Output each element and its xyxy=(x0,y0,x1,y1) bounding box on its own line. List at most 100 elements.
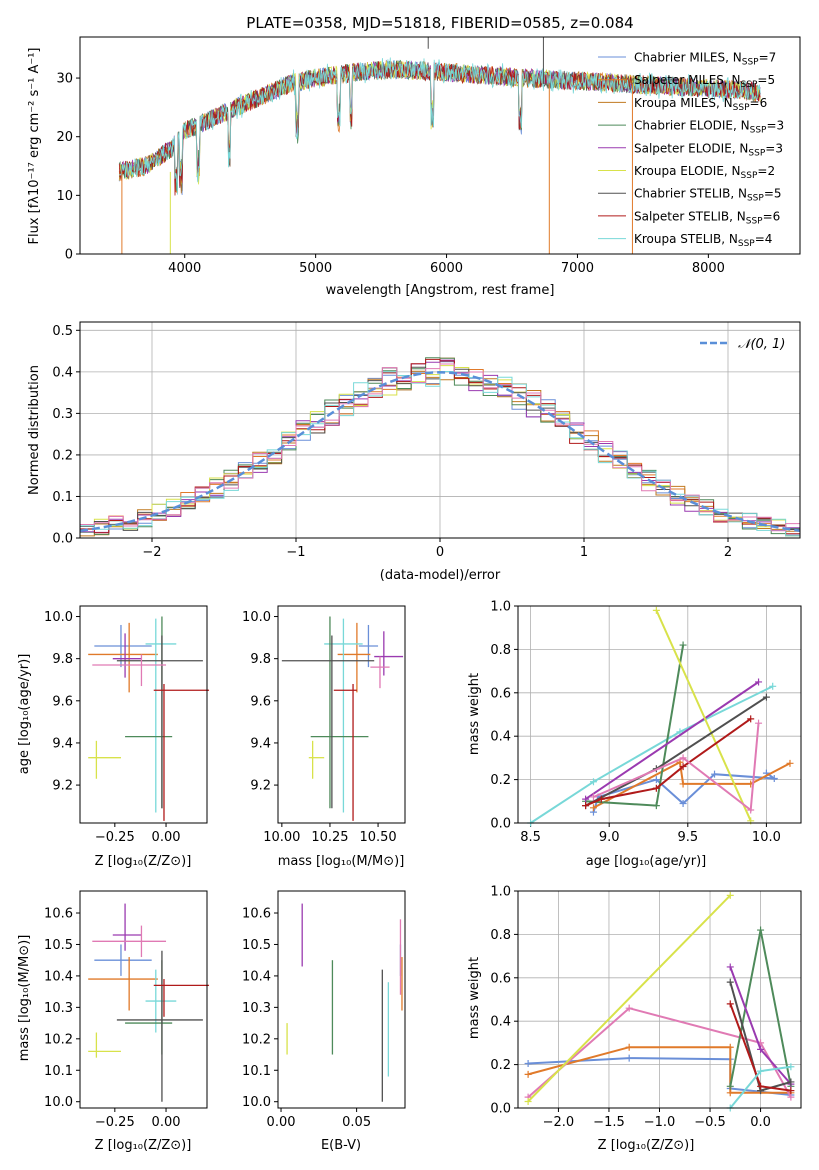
mass-vs-ebv-tick-label-y: 10.5 xyxy=(242,938,271,953)
weight-vs-z-point-marker xyxy=(726,1000,734,1008)
spectrum-panel: 4000 5000 6000 7000 8000 0 10 20 30 Chabrier MIL… xyxy=(27,36,801,298)
legend-label-sub: SSP xyxy=(750,126,767,136)
weight-vs-z-tick-label-y: 0.4 xyxy=(490,1015,511,1030)
weight-vs-age-tick-label-y: 1.0 xyxy=(490,600,511,615)
weight-vs-z-point-marker xyxy=(726,891,734,899)
weight-vs-age-axes-frame xyxy=(517,605,802,824)
legend-label-value: =2 xyxy=(757,164,775,178)
age-vs-z-tick-label-y: 9.2 xyxy=(52,779,73,794)
weight-vs-age-point-marker xyxy=(679,754,687,762)
legend-label-text: Chabrier ELODIE, N xyxy=(634,119,750,133)
weight-vs-age-point-marker xyxy=(597,795,605,803)
age-vs-metallicity-xlabel: Z [log₁₀(Z/Z⊙)] xyxy=(95,854,192,869)
weight-vs-z-point-marker xyxy=(524,1070,532,1078)
spectrum-tick-label-y: 10 xyxy=(56,189,73,204)
age-vs-mass-axes-frame xyxy=(277,605,406,824)
residual-legend-label: 𝒩(0, 1) xyxy=(738,337,785,352)
weight-vs-age-point-marker xyxy=(711,770,719,778)
age-vs-mass-tick-label-x: 10.25 xyxy=(311,830,348,845)
weight-vs-z-tick-label-x: −1.0 xyxy=(644,1115,676,1130)
weight-vs-age-point-marker xyxy=(582,802,590,810)
weight-vs-age-ylabel: mass weight xyxy=(467,673,482,755)
weight-vs-age-series-line xyxy=(655,609,752,822)
residual-plot-area: −2 −1 0 1 2 0.0 0.1 0.2 0.3 0.4 0.5 xyxy=(52,322,800,560)
age-vs-metallicity-panel: −0.25 0.00 9.2 9.4 9.6 9.8 10.0 xyxy=(44,605,210,845)
legend-label-sub: SSP xyxy=(741,171,758,181)
legend-label-value: =3 xyxy=(766,119,784,133)
mass-vs-ebv-axes-frame xyxy=(277,890,406,1109)
legend-label-sub: SSP xyxy=(741,80,758,90)
age-vs-mass-tick-label-y: 9.6 xyxy=(250,694,271,709)
spectrum-legend-label: Salpeter MILES, NSSP=5 xyxy=(634,73,775,90)
legend-label-value: =6 xyxy=(763,209,781,223)
mass-vs-metallicity-ylabel: mass [log₁₀(M/M⊙)] xyxy=(17,935,32,1062)
weight-vs-z-series-line xyxy=(527,1007,792,1098)
weight-vs-age-point-marker xyxy=(786,759,794,767)
residual-legend: 𝒩(0, 1) xyxy=(700,337,785,352)
residual-tick-label-y: 0.1 xyxy=(52,490,73,505)
residual-tick-label-x: 0 xyxy=(436,545,444,560)
weight-vs-metallicity-ylabel: mass weight xyxy=(467,957,482,1039)
spectrum-legend-label: Chabrier STELIB, NSSP=5 xyxy=(634,187,782,204)
residual-normal-curve xyxy=(80,371,800,532)
figure-title: PLATE=0358, MJD=51818, FIBERID=0585, z=0… xyxy=(246,14,633,32)
weight-vs-age-point-marker xyxy=(582,795,590,803)
spectrum-tick-label-y: 30 xyxy=(56,72,73,87)
legend-label-value: =6 xyxy=(750,96,768,110)
weight-vs-age-point-marker xyxy=(769,682,777,690)
weight-vs-z-point-marker xyxy=(726,963,734,971)
weight-vs-z-point-marker xyxy=(625,1054,633,1062)
mass-vs-z-tick-label-y: 10.3 xyxy=(44,1001,73,1016)
legend-label-text: Kroupa STELIB, N xyxy=(634,232,738,246)
weight-vs-z-point-marker xyxy=(524,1097,532,1105)
weight-vs-age-point-marker xyxy=(589,804,597,812)
weight-vs-age-point-marker xyxy=(589,778,597,786)
mass-vs-z-tick-label-y: 10.6 xyxy=(44,907,73,922)
weight-vs-age-tick-label-y: 0.6 xyxy=(490,686,511,701)
weight-vs-age-point-marker xyxy=(755,678,763,686)
weight-vs-age-series-line xyxy=(530,685,774,824)
spectrum-tick-label-x: 8000 xyxy=(692,261,725,276)
weight-vs-age-point-marker xyxy=(770,775,778,783)
weight-vs-age-tick-label-y: 0.8 xyxy=(490,643,511,658)
weight-vs-age-series-line xyxy=(585,644,685,807)
residual-tick-label-y: 0.3 xyxy=(52,407,73,422)
legend-label-value: =5 xyxy=(764,187,782,201)
residual-tick-label-x: 2 xyxy=(724,545,732,560)
spectrum-tick-label-y: 0 xyxy=(65,248,73,263)
weight-vs-z-point-marker xyxy=(757,1082,765,1090)
spectrum-axes-frame xyxy=(79,36,801,255)
spectrum-legend-label: Salpeter STELIB, NSSP=6 xyxy=(634,209,780,226)
residual-tick-label-x: −1 xyxy=(286,545,305,560)
mass-vs-ebv-tick-label-x: 0.00 xyxy=(267,1115,296,1130)
spectrum-series-kroupa-stelib xyxy=(119,57,761,195)
weight-vs-age-tick-label-y: 0.0 xyxy=(490,817,511,832)
spectrum-tick-label-x: 5000 xyxy=(299,261,332,276)
weight-vs-z-tick-label-y: 0.6 xyxy=(490,971,511,986)
legend-label-value: =5 xyxy=(757,73,775,87)
age-vs-mass-tick-label-y: 9.8 xyxy=(250,652,271,667)
age-vs-z-tick-label-x: 0.00 xyxy=(152,830,181,845)
residual-tick-label-y: 0.0 xyxy=(52,532,73,547)
weight-vs-z-tick-label-x: −2.0 xyxy=(543,1115,575,1130)
weight-vs-age-point-marker xyxy=(755,719,763,727)
weight-vs-age-tick-label-x: 8.5 xyxy=(520,830,541,845)
weight-vs-age-tick-label-x: 9.0 xyxy=(599,830,620,845)
weight-vs-metallicity-panel: −2.0 −1.5 −1.0 −0.5 0.0 0.0 0.2 0.4 0.6 0.8 1.0 xyxy=(490,885,802,1130)
mass-vs-extinction-panel: 0.00 0.05 10.0 10.1 10.2 10.3 10.4 10.5 10.6 xyxy=(242,890,406,1130)
weight-vs-age-point-marker xyxy=(679,763,687,771)
legend-label-value: =7 xyxy=(759,51,777,65)
legend-label-sub: SSP xyxy=(747,194,764,204)
weight-vs-age-point-marker xyxy=(679,641,687,649)
legend-label-text: Kroupa MILES, N xyxy=(634,96,733,110)
mass-vs-z-tick-label-x: −0.25 xyxy=(95,1115,135,1130)
weight-vs-age-tick-label-y: 0.2 xyxy=(490,773,511,788)
legend-label-text: Chabrier MILES, N xyxy=(634,51,742,65)
weight-vs-z-point-marker xyxy=(787,1063,795,1071)
spectrum-tick-label-y: 20 xyxy=(56,130,73,145)
age-vs-mass-tick-label-y: 9.4 xyxy=(250,736,271,751)
spectrum-legend-label: Kroupa ELODIE, NSSP=2 xyxy=(634,164,775,181)
age-vs-mass-tick-label-y: 9.2 xyxy=(250,779,271,794)
mass-vs-z-tick-label-y: 10.4 xyxy=(44,969,73,984)
mass-vs-z-axes-frame xyxy=(79,890,208,1109)
